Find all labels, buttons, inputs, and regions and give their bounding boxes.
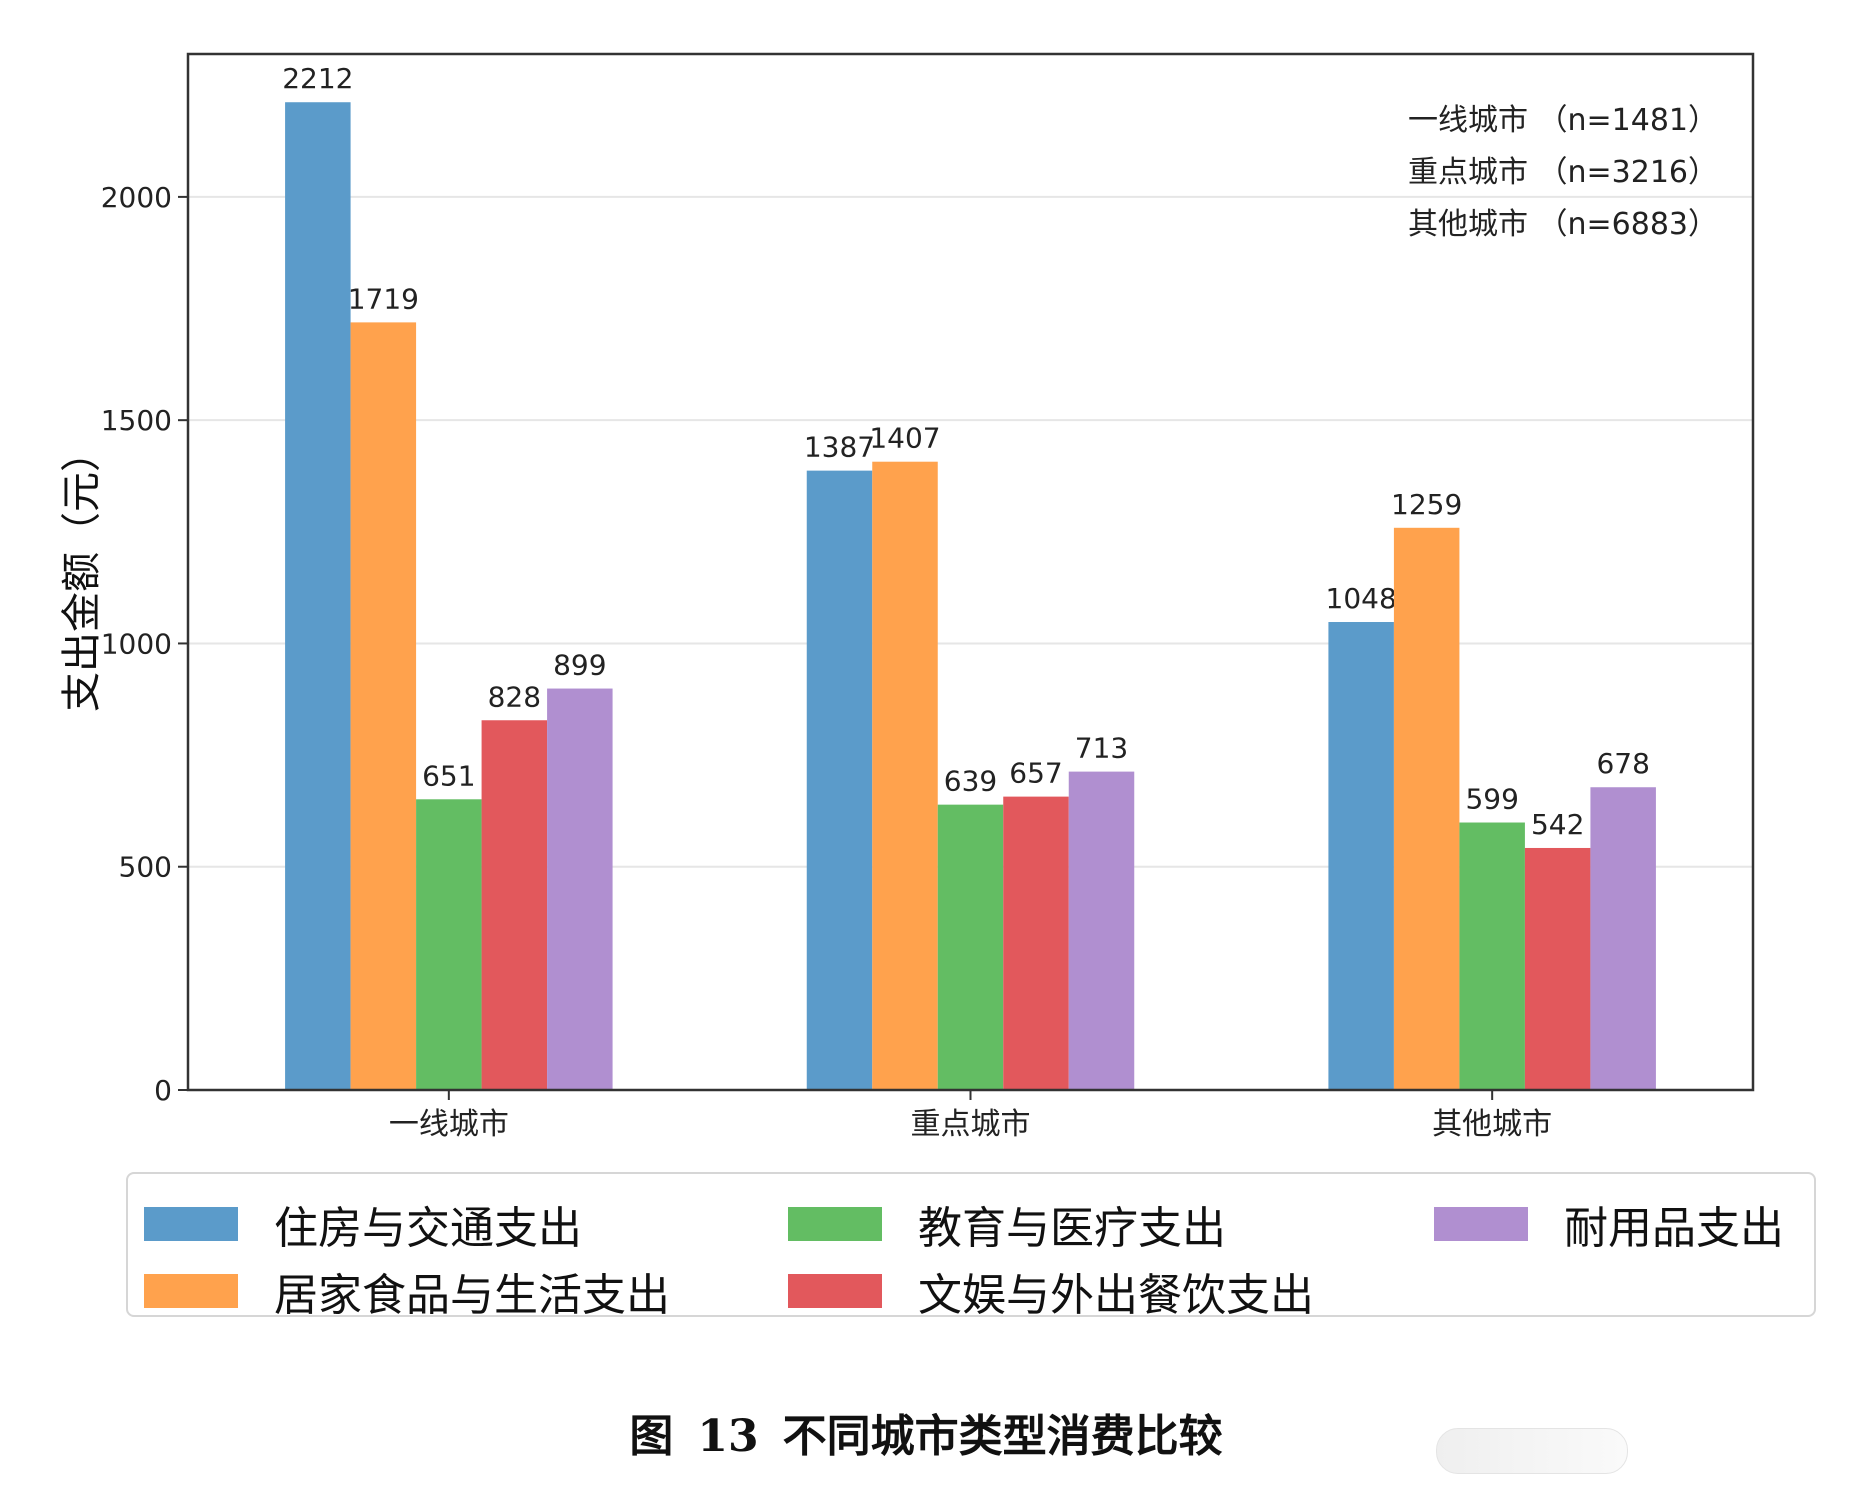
y-tick-label-1: 500 (119, 851, 172, 884)
data-label-0-1: 1719 (348, 282, 419, 315)
bar-1-0 (806, 470, 873, 1090)
legend-label-3: 文娱与外出餐饮支出 (918, 1270, 1314, 1321)
x-tick-label-2: 其他城市 (1432, 1107, 1552, 1142)
bar-0-0 (285, 102, 351, 1090)
plot-frame (186, 52, 1755, 1092)
bar-2-4 (1590, 787, 1656, 1090)
legend-label-1: 居家食品与生活支出 (274, 1270, 670, 1321)
bar-chart: 0 500 1000 1500 2000 2212 1719 651 828 899 一线城市 138… (59, 52, 1755, 1142)
legend-swatch-3 (788, 1274, 882, 1308)
data-label-1-4: 713 (1075, 732, 1128, 765)
legend-swatch-1 (144, 1274, 238, 1308)
data-label-1-1: 1407 (869, 422, 940, 455)
caption-text: 不同城市类型消费比较 (782, 1411, 1223, 1462)
data-label-1-2: 639 (944, 765, 997, 798)
bar-0-1 (350, 322, 417, 1091)
annotation-2: 其他城市 （n=6883） (1408, 207, 1718, 242)
legend-item-1: 居家食品与生活支出 (144, 1259, 670, 1323)
data-label-1-3: 657 (1009, 757, 1062, 790)
y-tick-label-2: 1000 (101, 627, 172, 660)
bar-1-4 (1068, 771, 1135, 1090)
legend-swatch-0 (144, 1207, 238, 1241)
data-label-0-2: 651 (422, 759, 475, 792)
legend-item-3: 文娱与外出餐饮支出 (788, 1259, 1314, 1323)
bar-1-2 (937, 804, 1004, 1090)
bar-2-2 (1459, 822, 1525, 1090)
data-label-1-0: 1387 (804, 431, 875, 464)
bar-0-3 (481, 720, 548, 1090)
legend-swatch-4 (1434, 1207, 1528, 1241)
legend-label-4: 耐用品支出 (1564, 1203, 1784, 1254)
data-label-0-3: 828 (488, 680, 541, 713)
annotation-0: 一线城市 （n=1481） (1408, 103, 1718, 138)
data-label-0-4: 899 (553, 649, 606, 682)
data-label-0-0: 2212 (282, 62, 353, 95)
legend-label-0: 住房与交通支出 (274, 1203, 582, 1254)
annotation-1: 重点城市 （n=3216） (1408, 155, 1718, 190)
legend-item-0: 住房与交通支出 (144, 1192, 582, 1256)
bar-2-1 (1393, 527, 1460, 1090)
y-tick-label-3: 1500 (101, 404, 172, 437)
data-label-2-0: 1048 (1326, 582, 1397, 615)
caption-prefix: 图 (629, 1411, 674, 1462)
data-label-2-2: 599 (1465, 783, 1518, 816)
legend-swatch-2 (788, 1207, 882, 1241)
caption-number: 13 (697, 1411, 759, 1462)
y-tick-label-0: 0 (154, 1074, 172, 1107)
data-label-2-1: 1259 (1391, 488, 1462, 521)
y-tick-label-4: 2000 (101, 181, 172, 214)
legend-item-4: 耐用品支出 (1434, 1192, 1784, 1256)
bar-2-3 (1524, 847, 1591, 1090)
bar-0-2 (416, 799, 482, 1090)
watermark-pill (1436, 1428, 1628, 1474)
x-tick-label-1: 重点城市 (911, 1107, 1031, 1142)
data-label-2-3: 542 (1531, 808, 1584, 841)
bar-2-0 (1328, 622, 1394, 1090)
x-tick-label-0: 一线城市 (389, 1107, 509, 1142)
data-label-2-4: 678 (1596, 747, 1649, 780)
bar-1-1 (872, 461, 938, 1090)
y-axis-label: 支出金额（元） (59, 432, 105, 712)
bar-0-4 (547, 688, 613, 1090)
figure-caption: 图 13 不同城市类型消费比较 (0, 1400, 1852, 1464)
legend-label-2: 教育与医疗支出 (918, 1203, 1226, 1254)
bar-1-3 (1003, 796, 1069, 1090)
legend-item-2: 教育与医疗支出 (788, 1192, 1226, 1256)
legend: 住房与交通支出 居家食品与生活支出 教育与医疗支出 文娱与外出餐饮支出 耐用品支… (126, 1172, 1816, 1321)
